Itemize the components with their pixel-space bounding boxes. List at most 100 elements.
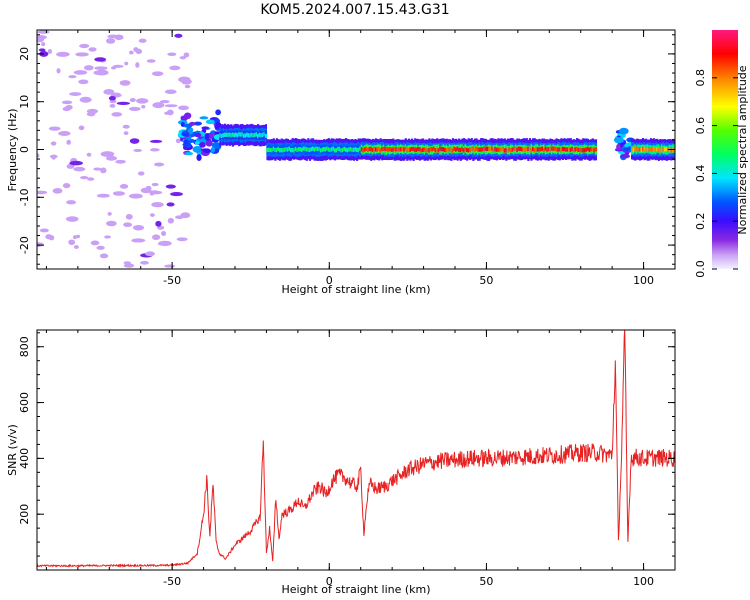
spectrogram-ridge-cell (250, 132, 253, 137)
spectrogram-ridge-cell (431, 147, 434, 152)
spectrogram-noise-blob (111, 112, 123, 117)
spectrogram-ridge-cell (516, 147, 519, 152)
spectrogram-ridge-cell (220, 133, 224, 139)
spectrogram-ridge-cell (462, 148, 466, 153)
spectrogram-noise-blob (133, 224, 145, 231)
spectrogram-ridge-cell (649, 147, 653, 152)
spectrogram-ridge-cell (455, 147, 458, 152)
spectrogram-ridge-cell (291, 147, 294, 153)
spectrogram-noise-blob (128, 193, 143, 199)
spectrogram-noise-blob (93, 167, 102, 171)
spectrogram-ridge-cell (539, 146, 543, 152)
spectrogram-ridge-cell (425, 148, 428, 153)
spectrogram-ridge-cell (503, 148, 506, 153)
spectrogram-noise-blob (69, 92, 82, 96)
spectrogram-ridge-cell (580, 148, 583, 153)
spectrogram-ridge-cell (370, 146, 373, 152)
spectrogram-cluster-blob (183, 139, 189, 145)
spectrogram-ridge-cell (546, 147, 549, 152)
snr-x-label: Height of straight line (km) (281, 583, 430, 596)
spectrogram-ridge-cell (334, 148, 337, 153)
spectrogram-noise-blob (90, 240, 100, 246)
spectrogram-x-tick-label: 50 (479, 274, 493, 287)
spectrogram-ridge-cell (337, 146, 340, 151)
spectrogram-noise-blob (78, 125, 85, 131)
spectrogram-ridge-cell (349, 146, 352, 152)
spectrogram-ridge-cell (266, 147, 269, 153)
spectrogram-ridge-cell (436, 148, 439, 153)
spectrogram-noise-blob (175, 138, 181, 144)
spectrogram-noise-blob (140, 187, 152, 194)
spectrogram-noise-blob (94, 57, 107, 62)
spectrogram-noise-blob (78, 79, 89, 85)
spectrogram-noise-blob (145, 251, 155, 257)
spectrogram-ridge-cell (648, 147, 651, 152)
spectrogram-noise-blob (164, 264, 176, 268)
spectrogram-noise-blob (158, 240, 172, 247)
snr-series-line (37, 330, 675, 568)
spectrogram-cluster-blob (623, 147, 631, 152)
spectrogram-axes: -50 0 50 100 -20 -10 0 10 20 (18, 30, 676, 287)
spectrogram-noise-blob (99, 253, 109, 259)
spectrogram-noise-blob (48, 126, 61, 131)
spectrogram-ridge-cell (316, 146, 319, 152)
spectrogram-ridge-cell (513, 146, 516, 151)
spectrogram-ridge-cell (505, 148, 508, 153)
spectrogram-ridge-cell (253, 132, 257, 138)
spectrogram-marks (37, 30, 675, 268)
colorbar-tick-label: 0.0 (694, 260, 707, 278)
spectrogram-noise-blob (104, 235, 111, 239)
spectrogram-noise-blob (176, 237, 188, 242)
spectrogram-ridge-cell (555, 147, 558, 152)
spectrogram-ridge-cell (499, 147, 502, 152)
spectrogram-ridge-cell (429, 146, 433, 152)
spectrogram-ridge-cell (524, 147, 527, 153)
spectrogram-cluster-blob (180, 121, 185, 128)
colorbar: 0.0 0.2 0.4 0.6 0.8 Normalized spectral ampl… (694, 30, 749, 278)
spectrogram-ridge-cell (392, 147, 395, 152)
spectrogram-ridge-cell (324, 147, 327, 152)
spectrogram-cluster-blob (183, 112, 192, 120)
spectrogram-noise-blob (125, 213, 133, 220)
spectrogram-noise-blob (123, 263, 135, 268)
spectrogram-noise-blob (58, 131, 71, 136)
spectrogram-ridge-cell (550, 146, 554, 151)
spectrogram-ridge-cell (445, 147, 448, 153)
spectrogram-ridge-cell (227, 132, 230, 138)
spectrogram-ridge-cell (258, 132, 261, 137)
spectrogram-noise-blob (47, 48, 53, 54)
spectrogram-ridge-cell (310, 147, 313, 152)
spectrogram-noise-blob (151, 71, 164, 77)
spectrogram-ridge-cell (406, 147, 409, 153)
spectrogram-ridge-cell (448, 147, 451, 152)
spectrogram-noise-blob (128, 106, 141, 111)
spectrogram-noise-blob (69, 160, 83, 166)
spectrogram-ridge-cell (654, 147, 657, 152)
spectrogram-ridge-cell (664, 147, 667, 152)
spectrogram-noise-blob (75, 52, 89, 57)
spectrogram-ridge-cell (494, 147, 497, 152)
spectrogram-ridge-cell (469, 147, 472, 152)
spectrogram-noise-blob (161, 231, 167, 237)
spectrogram-noise-blob (140, 260, 149, 265)
snr-x-tick-label: 100 (633, 575, 654, 588)
spectrogram-cluster-blob (199, 142, 206, 148)
spectrogram-ridge-cell (645, 148, 648, 153)
spectrogram-noise-blob (146, 59, 156, 63)
spectrogram-noise-blob (37, 190, 48, 195)
spectrogram-noise-blob (181, 78, 189, 83)
spectrogram-ridge-cell (473, 147, 477, 152)
spectrogram-ridge-cell (480, 147, 483, 152)
spectrogram-ridge-cell (525, 146, 528, 152)
spectrogram-ridge-cell (326, 146, 329, 151)
spectrogram-ridge-cell (373, 147, 376, 152)
spectrogram-noise-blob (150, 190, 159, 195)
spectrogram-y-label: Frequency (Hz) (6, 109, 19, 192)
spectrogram-noise-blob (137, 171, 145, 176)
spectrogram-ridge-cell (294, 146, 297, 152)
spectrogram-ridge-cell (635, 146, 638, 151)
spectrogram-x-tick-label: -50 (163, 274, 181, 287)
spectrogram-ridge-cell (231, 132, 235, 137)
spectrogram-ridge-cell (594, 147, 598, 152)
spectrogram-ridge-cell (536, 147, 539, 152)
